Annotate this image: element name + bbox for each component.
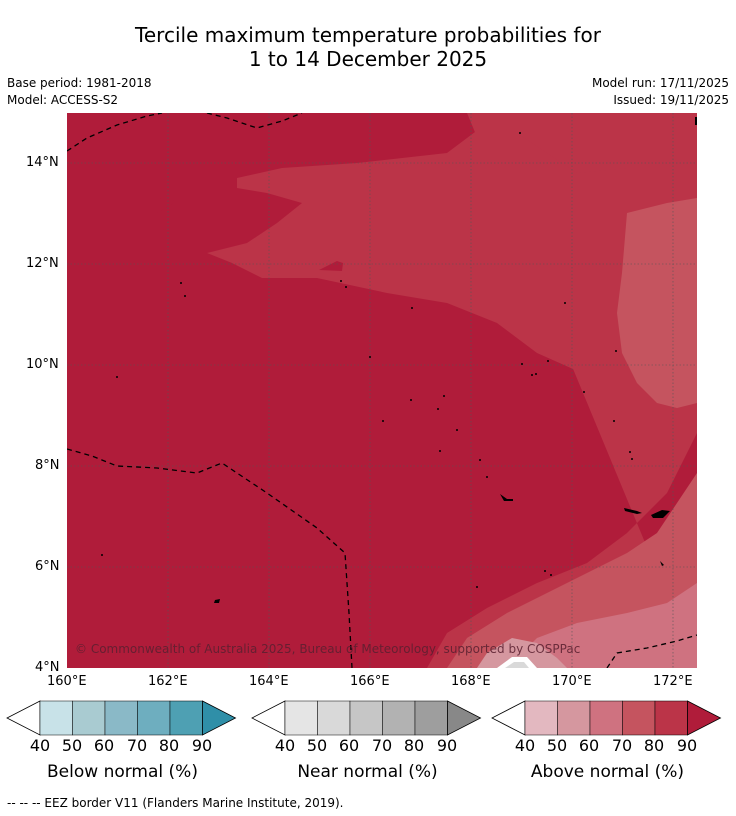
near-swatch-1 bbox=[317, 700, 351, 736]
above-normal-label: Above normal (%) bbox=[530, 762, 685, 782]
near-tick-90: 90 bbox=[436, 736, 458, 755]
above-tick-90: 90 bbox=[676, 736, 698, 755]
eez-footnote: -- -- -- EEZ border V11 (Flanders Marine… bbox=[7, 796, 344, 810]
below-tick-70: 70 bbox=[126, 736, 148, 755]
copyright-notice: © Commonwealth of Australia 2025, Bureau… bbox=[75, 642, 581, 656]
above-max-arrow bbox=[687, 700, 722, 736]
lon-label-172e: 172°E bbox=[653, 674, 693, 689]
near-max-arrow bbox=[447, 700, 482, 736]
region-above-80-90-patch bbox=[319, 261, 343, 271]
below-tick-50: 50 bbox=[61, 736, 83, 755]
title-line-2: 1 to 14 December 2025 bbox=[248, 47, 488, 71]
colorbars bbox=[6, 700, 722, 736]
region-above-80-90-west bbox=[67, 198, 177, 213]
lon-label-160e: 160°E bbox=[47, 674, 87, 689]
above-swatch-1 bbox=[557, 700, 591, 736]
above-swatch-3 bbox=[622, 700, 656, 736]
lat-label-4n: 4°N bbox=[35, 660, 60, 675]
title-line-1: Tercile maximum temperature probabilitie… bbox=[135, 23, 601, 47]
below-swatch-3 bbox=[137, 700, 171, 736]
region-above-60-70-ne bbox=[617, 198, 697, 408]
below-tick-60: 60 bbox=[93, 736, 115, 755]
lon-label-170e: 170°E bbox=[552, 674, 592, 689]
colorbar-above bbox=[491, 700, 722, 736]
below-tick-80: 80 bbox=[158, 736, 180, 755]
near-tick-40: 40 bbox=[274, 736, 296, 755]
gridlines bbox=[67, 113, 697, 668]
colorbar-below bbox=[6, 700, 237, 736]
below-tick-90: 90 bbox=[191, 736, 213, 755]
below-max-arrow bbox=[202, 700, 237, 736]
near-tick-80: 80 bbox=[403, 736, 425, 755]
lat-label-12n: 12°N bbox=[26, 256, 59, 271]
lat-label-10n: 10°N bbox=[26, 357, 59, 372]
above-tick-50: 50 bbox=[546, 736, 568, 755]
region-above-50-60-se bbox=[507, 583, 697, 668]
eez-borders bbox=[67, 113, 697, 668]
lon-label-162e: 162°E bbox=[148, 674, 188, 689]
above-swatch-0 bbox=[524, 700, 558, 736]
issued-date: Issued: 19/11/2025 bbox=[613, 93, 729, 107]
region-above-70-80-north bbox=[207, 123, 697, 423]
lat-label-6n: 6°N bbox=[35, 559, 60, 574]
near-swatch-2 bbox=[349, 700, 383, 736]
below-normal-label: Below normal (%) bbox=[47, 762, 198, 782]
near-swatch-3 bbox=[382, 700, 416, 736]
model-name: Model: ACCESS-S2 bbox=[7, 93, 119, 107]
above-min-arrow bbox=[491, 700, 526, 736]
probability-map bbox=[67, 113, 697, 668]
base-period: Base period: 1981-2018 bbox=[7, 76, 152, 90]
above-tick-80: 80 bbox=[643, 736, 665, 755]
above-tick-60: 60 bbox=[578, 736, 600, 755]
below-swatch-2 bbox=[104, 700, 138, 736]
near-swatch-0 bbox=[284, 700, 318, 736]
map-svg bbox=[67, 113, 697, 668]
above-tick-40: 40 bbox=[514, 736, 536, 755]
above-swatch-2 bbox=[589, 700, 623, 736]
near-tick-70: 70 bbox=[371, 736, 393, 755]
below-swatch-1 bbox=[72, 700, 106, 736]
lon-label-166e: 166°E bbox=[350, 674, 390, 689]
region-near-normal-patch bbox=[505, 662, 529, 668]
near-tick-50: 50 bbox=[306, 736, 328, 755]
below-tick-40: 40 bbox=[29, 736, 51, 755]
lon-label-168e: 168°E bbox=[451, 674, 491, 689]
colorbar-near bbox=[251, 700, 482, 736]
below-swatch-4 bbox=[169, 700, 203, 736]
islands bbox=[101, 117, 697, 603]
region-above-40-50-se bbox=[477, 638, 567, 668]
below-swatch-0 bbox=[39, 700, 73, 736]
lat-label-14n: 14°N bbox=[26, 155, 59, 170]
lat-label-8n: 8°N bbox=[35, 458, 60, 473]
above-tick-70: 70 bbox=[611, 736, 633, 755]
model-run: Model run: 17/11/2025 bbox=[591, 76, 729, 90]
below-min-arrow bbox=[6, 700, 41, 736]
lon-label-164e: 164°E bbox=[249, 674, 289, 689]
near-min-arrow bbox=[251, 700, 286, 736]
near-tick-60: 60 bbox=[338, 736, 360, 755]
above-swatch-4 bbox=[654, 700, 688, 736]
near-normal-label: Near normal (%) bbox=[297, 762, 438, 782]
near-swatch-4 bbox=[414, 700, 448, 736]
